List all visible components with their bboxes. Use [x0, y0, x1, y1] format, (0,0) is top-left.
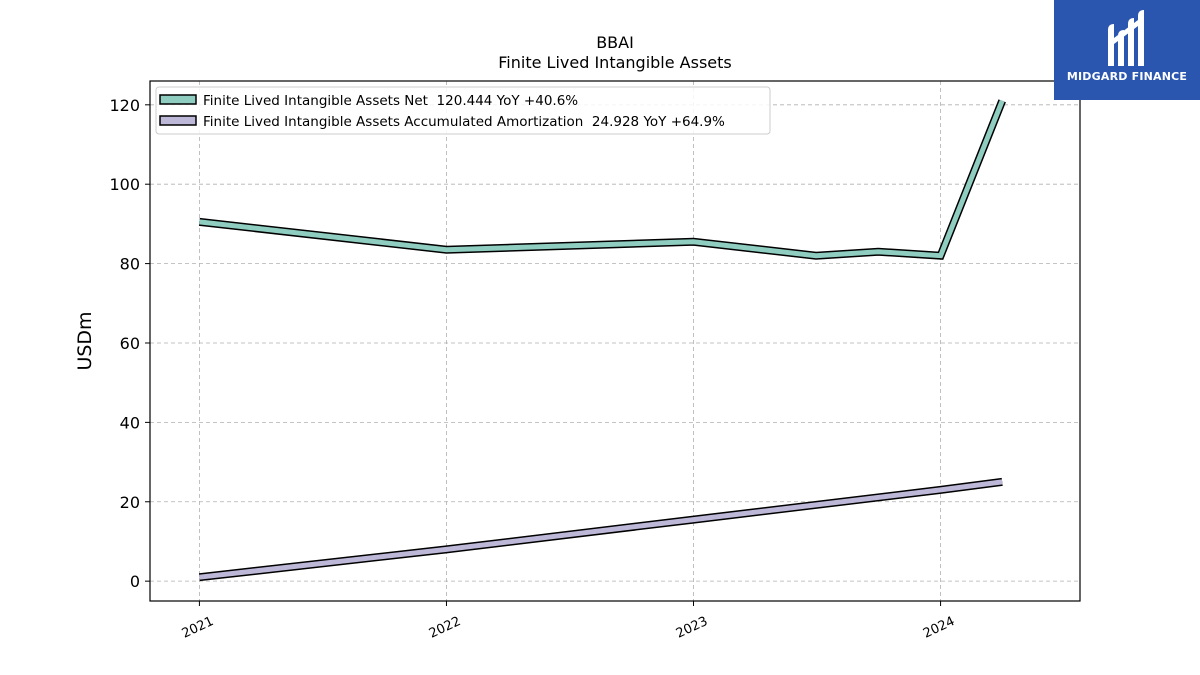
- series-1-line: [199, 479, 1003, 580]
- logo-text: MIDGARD FINANCE: [1066, 70, 1188, 83]
- y-tick-label: 40: [120, 413, 140, 432]
- x-tick-label: 2023: [674, 614, 710, 642]
- y-tick-label: 0: [130, 572, 140, 591]
- y-tick-label: 100: [109, 175, 140, 194]
- legend-label-net: Finite Lived Intangible Assets Net 120.4…: [203, 93, 578, 109]
- chart-title: BBAI: [596, 33, 634, 52]
- legend: Finite Lived Intangible Assets Net 120.4…: [155, 86, 771, 135]
- chart-subtitle: Finite Lived Intangible Assets: [498, 53, 731, 72]
- legend-label-amortization: Finite Lived Intangible Assets Accumulat…: [203, 114, 725, 130]
- y-tick-label: 120: [109, 96, 140, 115]
- axis-ticks: 0 20 40 60 80 100 120 2021 2022 2023 2024: [109, 96, 957, 642]
- plot-frame: [149, 80, 1081, 602]
- x-tick-label: 2024: [921, 614, 957, 642]
- midgard-finance-logo: MIDGARD FINANCE: [1054, 0, 1200, 100]
- y-tick-label: 20: [120, 493, 140, 512]
- y-axis-label: USDm: [74, 311, 96, 370]
- series-0-line: [199, 99, 1005, 259]
- legend-swatch-amortization: [159, 115, 197, 126]
- legend-box: [155, 86, 771, 135]
- x-tick-label: 2021: [180, 614, 216, 642]
- series-layer: [198, 99, 1006, 582]
- y-tick-label: 60: [120, 334, 140, 353]
- grid: [150, 81, 1080, 601]
- x-tick-label: 2022: [427, 614, 463, 642]
- midgard-m-logo-icon: [1108, 10, 1144, 66]
- y-tick-label: 80: [120, 255, 140, 274]
- legend-swatch-net: [159, 94, 197, 105]
